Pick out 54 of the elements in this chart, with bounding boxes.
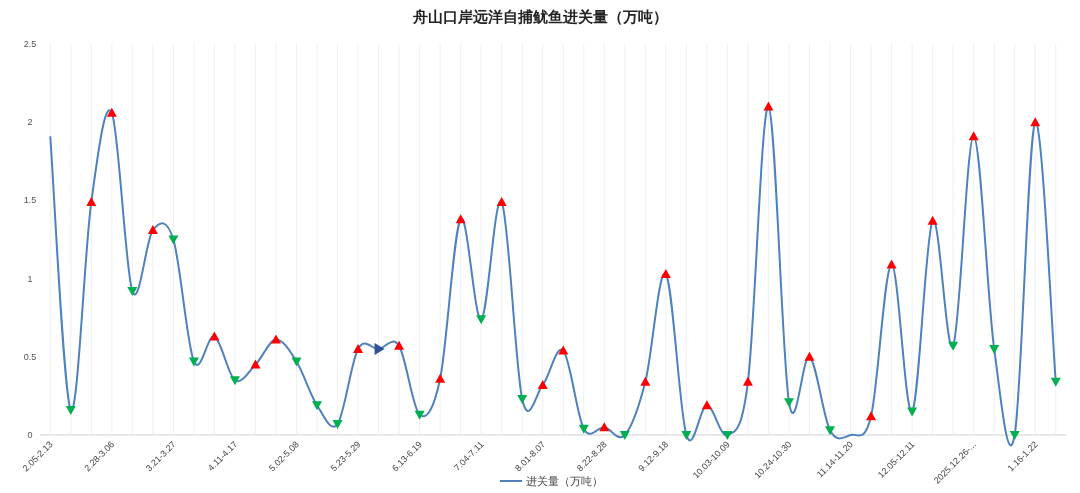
y-tick-label: 0.5	[23, 351, 37, 362]
point	[394, 340, 405, 350]
point	[414, 410, 425, 420]
point	[455, 214, 466, 224]
point	[291, 357, 302, 367]
point	[147, 225, 158, 235]
point	[127, 287, 138, 297]
point	[1050, 377, 1061, 387]
point	[948, 341, 959, 351]
point	[599, 422, 610, 432]
point	[312, 401, 323, 411]
point	[476, 315, 487, 325]
point	[209, 331, 220, 341]
point	[619, 431, 630, 440]
point	[86, 196, 97, 206]
point	[106, 107, 117, 117]
point	[804, 351, 815, 361]
point	[496, 196, 507, 206]
y-tick-label: 2.5	[23, 39, 37, 49]
legend-label: 进关量（万吨）	[526, 475, 603, 487]
point	[968, 131, 979, 141]
point	[825, 426, 836, 436]
point	[517, 395, 528, 405]
point	[435, 373, 446, 383]
point	[681, 431, 692, 440]
point	[722, 431, 733, 440]
point	[188, 357, 199, 367]
point	[250, 359, 261, 369]
point	[374, 342, 385, 355]
point	[229, 376, 240, 386]
point	[1009, 431, 1020, 440]
point	[927, 215, 938, 225]
point	[660, 268, 671, 278]
point	[353, 343, 364, 353]
point	[742, 376, 753, 386]
point	[558, 345, 569, 355]
point	[763, 101, 774, 111]
point	[65, 405, 76, 415]
point	[701, 400, 712, 410]
point	[332, 420, 343, 430]
point	[578, 424, 589, 434]
point	[783, 398, 794, 408]
y-tick-label: 0	[27, 430, 33, 440]
y-tick-label: 1	[27, 273, 33, 284]
y-tick-label: 1.5	[23, 195, 37, 206]
point	[640, 376, 651, 386]
point	[886, 259, 897, 269]
chart-title: 舟山口岸远洋自捕鱿鱼进关量（万吨）	[411, 8, 668, 25]
point	[537, 379, 548, 389]
y-tick-label: 2	[27, 117, 33, 128]
point	[866, 411, 877, 421]
point	[270, 334, 281, 344]
point	[1030, 117, 1041, 127]
point	[989, 344, 1000, 354]
